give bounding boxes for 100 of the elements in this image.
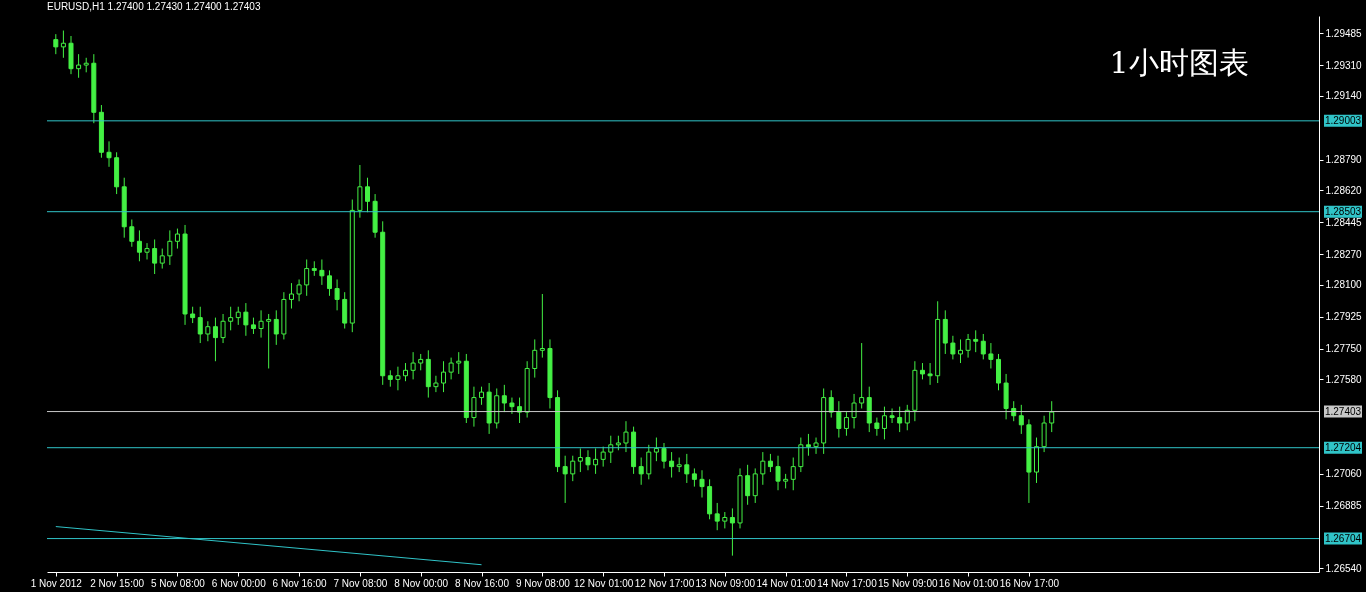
y-tick-label: 1.28445 xyxy=(1325,216,1363,228)
candlestick xyxy=(623,420,629,453)
candlestick xyxy=(996,353,1001,391)
x-tick-label: 1 Nov 2012 xyxy=(30,577,83,589)
candlestick xyxy=(904,404,910,431)
candlestick xyxy=(334,278,340,311)
candlestick xyxy=(342,291,348,330)
candlestick xyxy=(699,469,705,498)
candlestick xyxy=(357,164,363,219)
y-tick-label: 1.29140 xyxy=(1325,90,1363,102)
candlestick xyxy=(593,447,599,475)
candlestick xyxy=(106,140,112,168)
candlestick xyxy=(752,467,758,504)
candlestick xyxy=(296,278,302,302)
x-tick-label: 14 Nov 17:00 xyxy=(817,577,878,589)
candlestick xyxy=(669,451,675,479)
candlestick xyxy=(266,313,272,369)
candlestick xyxy=(570,455,576,482)
candlestick xyxy=(889,407,895,424)
candlestick xyxy=(403,362,409,382)
y-tick-label: 1.26885 xyxy=(1325,500,1363,512)
ref-line-label: 1.27204 xyxy=(1324,441,1362,453)
candlestick xyxy=(136,229,142,262)
candlestick xyxy=(1049,400,1055,433)
candlestick xyxy=(60,30,66,59)
candlestick xyxy=(410,351,416,380)
candlestick xyxy=(646,444,652,480)
candlestick xyxy=(532,338,538,379)
x-tick-label: 5 Nov 08:00 xyxy=(150,577,206,589)
candlestick xyxy=(600,446,606,468)
candlestick xyxy=(562,455,568,504)
annotation: 1小时图表 xyxy=(1109,45,1249,80)
candlestick xyxy=(729,507,735,557)
candlestick xyxy=(653,437,659,462)
candlestick xyxy=(479,386,485,406)
candlestick xyxy=(805,433,811,457)
y-tick-label: 1.28100 xyxy=(1325,279,1363,291)
candlestick xyxy=(1018,404,1024,435)
y-tick-label: 1.26540 xyxy=(1325,562,1363,574)
y-tick-label: 1.29310 xyxy=(1325,59,1363,71)
candlestick xyxy=(798,437,804,473)
candlestick xyxy=(243,302,249,337)
candlestick xyxy=(828,389,834,419)
candlestick xyxy=(235,306,241,326)
candlestick xyxy=(859,342,865,409)
candlestick xyxy=(714,502,720,531)
candlestick xyxy=(767,453,773,473)
y-tick-label: 1.28620 xyxy=(1325,184,1363,196)
candlestick xyxy=(577,447,583,473)
candlestick xyxy=(326,269,332,297)
candlestick xyxy=(745,464,751,506)
candlestick xyxy=(843,411,849,437)
candlestick xyxy=(957,338,963,364)
x-tick-label: 8 Nov 00:00 xyxy=(394,577,449,589)
candlestick xyxy=(433,375,439,393)
candlestick xyxy=(471,386,477,428)
candlestick xyxy=(441,360,447,393)
chart-title: EURUSD,H1 1.27400 1.27430 1.27400 1.27403 xyxy=(47,1,261,12)
candlestick xyxy=(684,453,690,484)
y-tick-label: 1.27580 xyxy=(1325,373,1363,385)
candlestick xyxy=(790,457,796,491)
ref-line-label: 1.27403 xyxy=(1324,405,1362,417)
x-tick-label: 14 Nov 01:00 xyxy=(756,577,817,589)
candlestick xyxy=(304,258,310,297)
y-tick-label: 1.28270 xyxy=(1325,248,1363,260)
candlestick xyxy=(973,329,979,353)
candlestick xyxy=(167,229,173,266)
candlestick xyxy=(212,317,218,362)
ref-line-label: 1.26704 xyxy=(1324,532,1362,544)
candlestick xyxy=(288,282,294,310)
x-tick-label: 16 Nov 01:00 xyxy=(938,577,999,589)
candlestick xyxy=(501,384,507,413)
candlestick xyxy=(509,397,515,415)
candlestick xyxy=(220,313,226,344)
x-tick-label: 6 Nov 16:00 xyxy=(272,577,327,589)
candlestick xyxy=(205,320,211,342)
candlestick xyxy=(980,333,986,360)
candlestick xyxy=(456,351,462,375)
x-tick-label: 12 Nov 17:00 xyxy=(634,577,695,589)
candlestick xyxy=(585,449,591,471)
x-tick-label: 6 Nov 00:00 xyxy=(211,577,267,589)
candlestick xyxy=(965,333,971,359)
candlestick xyxy=(851,393,857,429)
candlestick xyxy=(950,335,956,360)
candlestick xyxy=(775,455,781,491)
candlestick xyxy=(53,33,59,55)
candlestick xyxy=(897,406,903,433)
candlestick xyxy=(638,457,644,486)
candlestick xyxy=(228,306,234,331)
candlestick xyxy=(365,177,370,213)
candlestick xyxy=(144,242,150,260)
candlestick xyxy=(1041,415,1047,453)
candlestick xyxy=(76,53,82,79)
candlestick xyxy=(760,451,766,486)
x-tick-label: 16 Nov 17:00 xyxy=(999,577,1060,589)
candlestick xyxy=(881,406,887,440)
candlestick xyxy=(174,228,180,250)
y-tick-label: 1.29485 xyxy=(1325,27,1363,39)
candlestick xyxy=(159,248,165,270)
candlestick xyxy=(927,362,933,386)
